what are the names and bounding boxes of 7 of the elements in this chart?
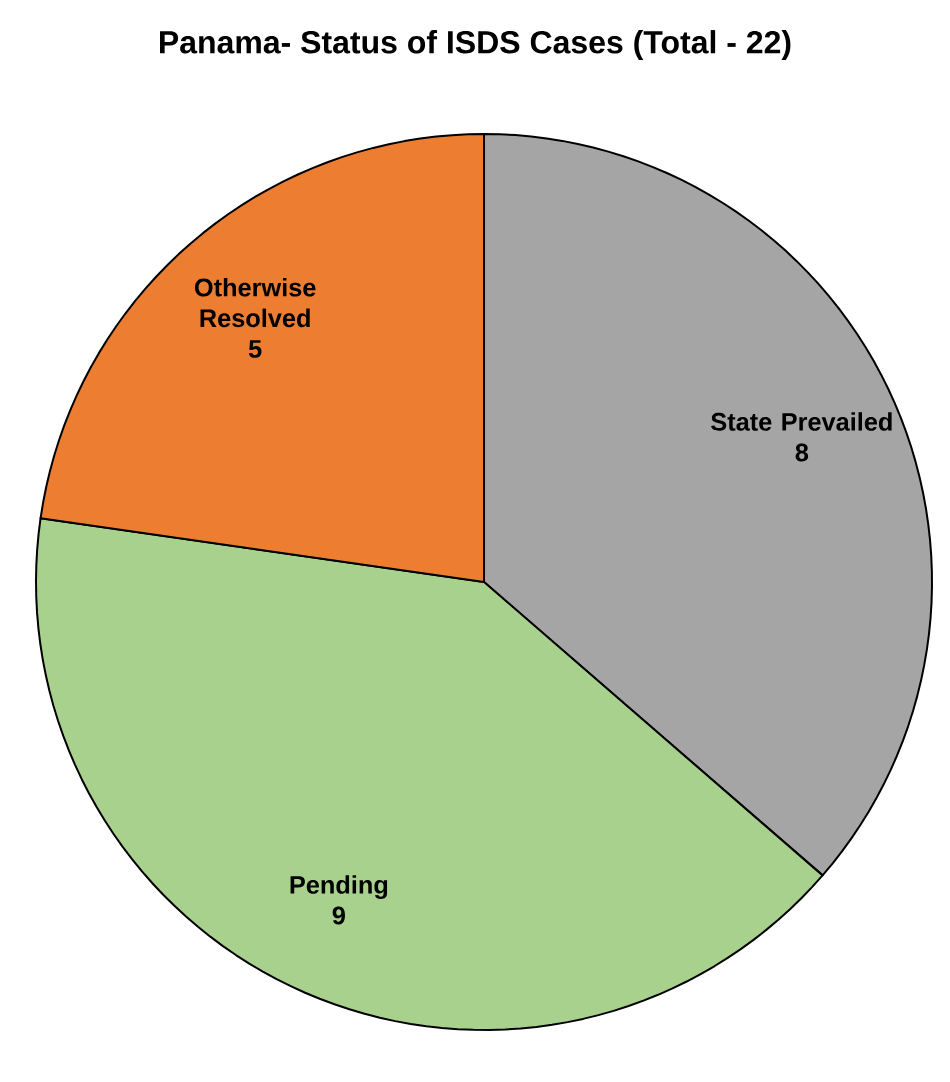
data-label: 5	[248, 340, 262, 358]
slice-label: Otherwise Resolved	[194, 277, 316, 328]
slice-label: Pending	[290, 875, 388, 899]
chart-title: Panama- Status of ISDS Cases (Total - 22)	[160, 30, 791, 60]
slice-label: State Prevailed	[711, 412, 892, 431]
data-label: 8	[795, 443, 809, 462]
data-label: 9	[332, 906, 345, 925]
